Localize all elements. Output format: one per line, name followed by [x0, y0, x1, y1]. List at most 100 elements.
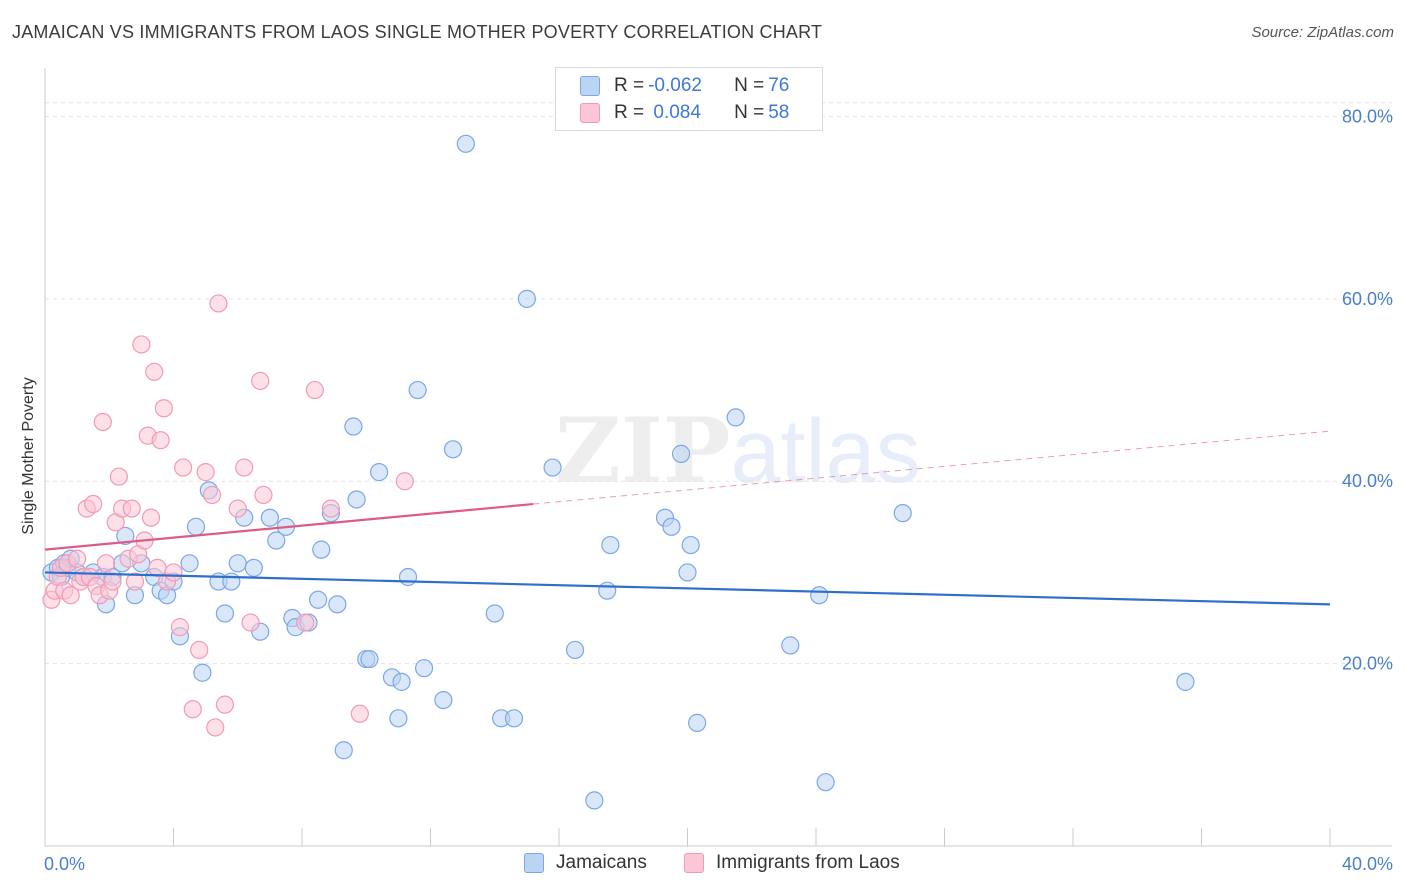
- y-tick-label: 80.0%: [1342, 106, 1393, 126]
- data-point: [347, 490, 366, 509]
- data-point: [726, 408, 745, 427]
- data-point: [344, 417, 363, 436]
- data-point: [180, 554, 199, 573]
- data-point: [267, 531, 286, 550]
- data-point: [222, 572, 241, 591]
- data-point: [183, 700, 202, 719]
- data-point: [370, 463, 389, 482]
- data-point: [678, 563, 697, 582]
- data-point: [662, 517, 681, 536]
- series-legend: Jamaicans Immigrants from Laos: [0, 852, 1406, 878]
- data-point: [688, 713, 707, 732]
- data-point: [132, 335, 151, 354]
- data-points: [42, 134, 1195, 810]
- y-tick-label: 40.0%: [1342, 471, 1393, 491]
- data-point: [308, 590, 328, 609]
- data-point: [125, 572, 145, 591]
- data-point: [122, 499, 141, 518]
- data-point: [517, 289, 536, 308]
- data-point: [141, 508, 161, 527]
- data-point: [565, 640, 585, 660]
- legend-n-value: 58: [768, 102, 790, 123]
- data-point: [543, 458, 562, 477]
- chart-title: JAMAICAN VS IMMIGRANTS FROM LAOS SINGLE …: [12, 22, 823, 42]
- y-axis-title: Single Mother Poverty: [20, 377, 37, 534]
- data-point: [434, 690, 453, 710]
- data-point: [398, 567, 418, 587]
- data-point: [296, 613, 315, 632]
- legend-swatch-laos: [580, 103, 600, 123]
- grid-lines: [45, 102, 1392, 665]
- data-point: [202, 485, 222, 505]
- data-point: [215, 695, 234, 714]
- data-point: [209, 294, 228, 313]
- y-tick-label: 20.0%: [1342, 654, 1393, 674]
- data-point: [215, 604, 234, 623]
- data-point: [408, 380, 427, 400]
- source-label: Source: ZipAtlas.com: [1251, 24, 1394, 41]
- data-point: [334, 741, 353, 760]
- data-point: [254, 485, 273, 505]
- legend-n-label: N =: [734, 102, 765, 123]
- data-point: [350, 704, 369, 723]
- data-point: [781, 636, 800, 655]
- legend-n-label: N =: [734, 75, 765, 96]
- data-point: [389, 709, 408, 728]
- watermark-sub: atlas: [730, 402, 921, 502]
- data-point: [151, 431, 170, 450]
- stats-legend: R = -0.062 N = 76 R = 0.084 N = 58: [555, 67, 823, 131]
- data-point: [196, 463, 215, 482]
- data-point: [190, 640, 209, 660]
- trend-line: [44, 571, 1331, 606]
- data-point: [228, 499, 247, 518]
- data-point: [235, 458, 254, 477]
- data-point: [116, 526, 135, 546]
- data-point: [681, 535, 700, 555]
- series-laos: [42, 294, 414, 737]
- data-point: [456, 134, 475, 153]
- data-point: [174, 458, 193, 477]
- data-point: [810, 586, 829, 605]
- legend-swatch-jamaicans: [524, 853, 544, 873]
- data-point: [260, 508, 279, 527]
- data-point: [68, 549, 87, 568]
- data-point: [585, 791, 604, 810]
- x-tick-label: 40.0%: [1342, 854, 1393, 874]
- data-point: [395, 472, 414, 491]
- legend-row-jamaicans: R = -0.062 N = 76: [580, 73, 789, 99]
- data-point: [186, 517, 206, 536]
- data-point: [61, 586, 80, 605]
- data-point: [312, 540, 331, 559]
- data-point: [193, 663, 212, 682]
- data-point: [109, 467, 128, 486]
- data-point: [671, 444, 691, 463]
- data-point: [164, 563, 183, 582]
- legend-swatch-laos: [684, 853, 704, 873]
- data-point: [251, 371, 270, 391]
- data-point: [84, 494, 103, 514]
- data-point: [601, 535, 620, 555]
- data-point: [414, 659, 434, 678]
- data-point: [321, 499, 341, 518]
- data-point: [443, 440, 463, 459]
- data-point: [154, 399, 173, 418]
- data-point: [241, 613, 260, 632]
- legend-r-label: R =: [614, 102, 645, 123]
- data-point: [816, 773, 835, 792]
- data-point: [170, 618, 190, 637]
- y-tick-label: 60.0%: [1342, 289, 1393, 309]
- data-point: [96, 554, 116, 573]
- axes: [44, 68, 1392, 847]
- data-point: [228, 554, 247, 573]
- data-point: [392, 672, 411, 691]
- watermark-main: ZIP: [555, 398, 731, 504]
- data-point: [206, 718, 225, 737]
- legend-n-value: 76: [768, 75, 790, 96]
- tick-labels: 20.0% 40.0% 60.0% 80.0% 0.0% 40.0%: [44, 106, 1393, 874]
- data-point: [103, 572, 122, 591]
- data-point: [598, 581, 617, 600]
- data-point: [328, 595, 347, 614]
- legend-r-value: 0.084: [648, 102, 701, 123]
- legend-r-value: -0.062: [648, 75, 702, 96]
